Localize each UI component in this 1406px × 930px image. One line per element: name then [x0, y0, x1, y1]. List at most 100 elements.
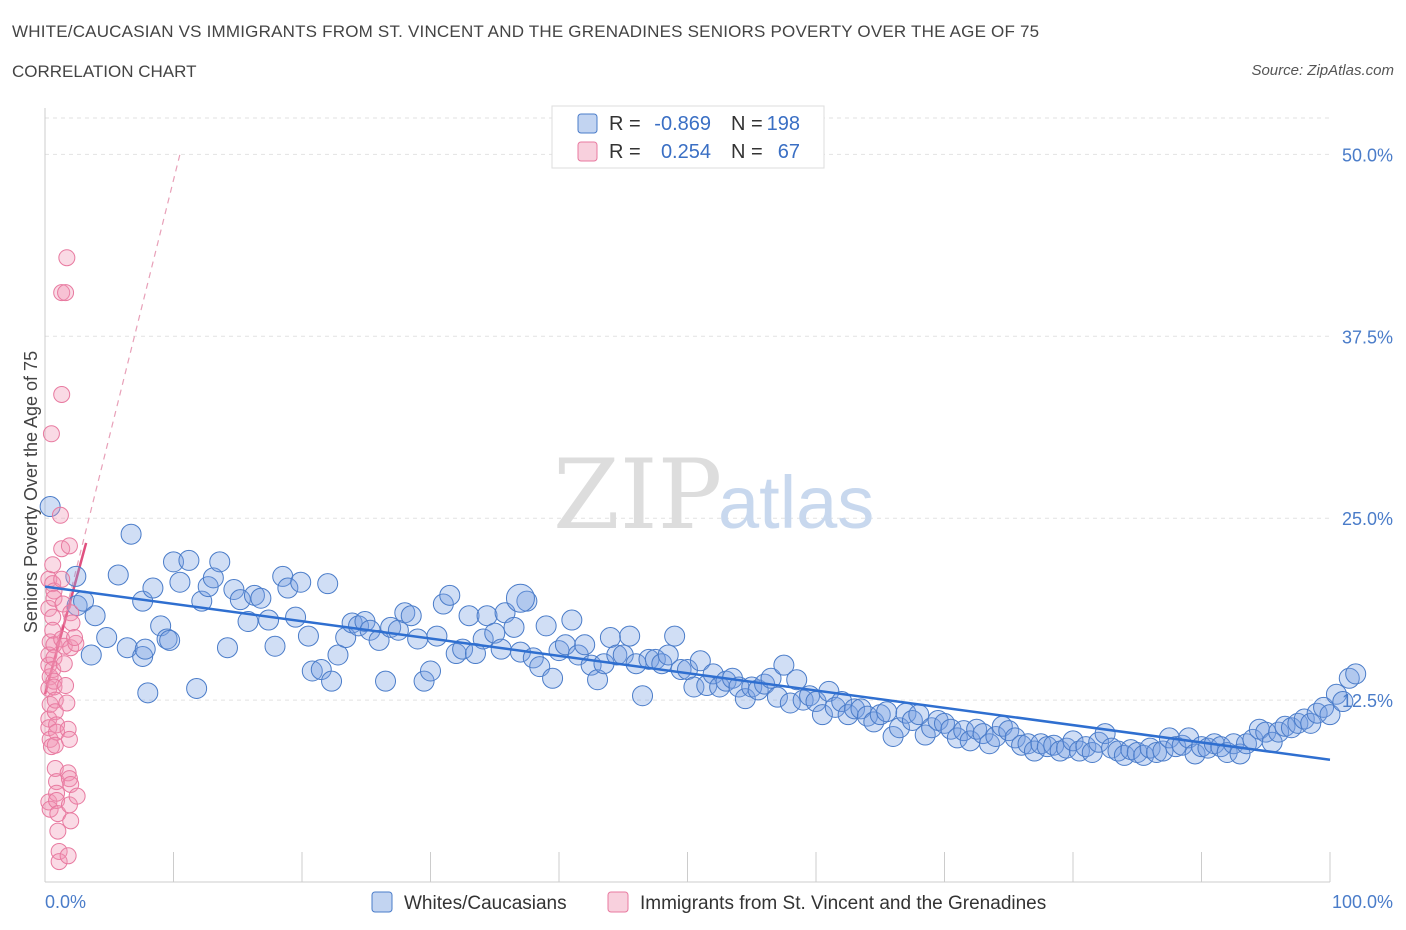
legend-swatch-whites — [371, 891, 393, 913]
point-whites — [250, 587, 272, 609]
point-immigrants — [44, 556, 62, 574]
point-whites — [1036, 736, 1058, 758]
point-whites — [734, 688, 756, 710]
bottom-legend: Whites/Caucasians Immigrants from St. Vi… — [371, 891, 1046, 914]
point-immigrants — [50, 853, 68, 871]
series-immigrants-points — [40, 249, 86, 871]
watermark: ZIP atlas — [553, 439, 874, 551]
point-whites — [1268, 721, 1290, 743]
point-whites — [432, 593, 454, 615]
stats-n-value: 198 — [767, 113, 800, 135]
legend-label-whites: Whites/Caucasians — [404, 893, 567, 914]
point-whites — [554, 634, 576, 656]
point-whites — [934, 712, 955, 734]
point-whites — [535, 615, 557, 637]
point-whites — [258, 609, 280, 631]
point-whites — [209, 551, 231, 573]
y-tick-label: 25.0% — [1342, 509, 1393, 529]
stats-r-label: R = — [609, 113, 641, 135]
x-tick-label: 0.0% — [45, 892, 86, 912]
point-whites — [1178, 727, 1200, 749]
point-whites — [606, 644, 628, 666]
point-whites — [882, 725, 904, 747]
point-whites — [1088, 731, 1110, 753]
point-whites — [831, 691, 853, 713]
point-whites — [542, 667, 564, 689]
point-immigrants — [44, 621, 62, 639]
chart-subtitle: CORRELATION CHART — [12, 62, 197, 81]
point-immigrants — [44, 608, 62, 626]
point-whites — [439, 584, 461, 606]
stats-legend-pink-swatch — [577, 141, 598, 162]
point-immigrants — [62, 812, 80, 830]
point-whites — [1338, 667, 1360, 689]
point-whites — [837, 704, 859, 726]
point-whites — [400, 605, 422, 627]
point-whites — [420, 660, 441, 682]
point-immigrants — [67, 634, 85, 652]
point-whites — [1011, 734, 1033, 756]
legend-swatch-immigrants — [607, 891, 629, 913]
point-immigrants — [59, 847, 77, 865]
legend-label-immigrants: Immigrants from St. Vincent and the Gren… — [640, 893, 1046, 914]
point-immigrants — [46, 759, 64, 777]
y-tick-label: 50.0% — [1342, 145, 1393, 165]
point-whites — [1165, 736, 1187, 758]
point-whites — [1146, 741, 1168, 763]
point-whites — [237, 611, 259, 633]
point-whites — [664, 625, 686, 647]
point-immigrants — [57, 284, 75, 302]
point-whites — [202, 567, 224, 589]
stats-n-label: N = — [731, 113, 763, 135]
point-immigrants — [58, 249, 76, 267]
point-whites — [134, 638, 156, 660]
point-whites — [689, 650, 711, 672]
point-immigrants — [49, 805, 67, 823]
point-whites — [503, 616, 525, 638]
point-whites — [142, 577, 164, 599]
point-whites — [786, 669, 808, 691]
point-immigrants — [49, 822, 67, 840]
point-whites — [1113, 744, 1135, 766]
point-immigrants — [53, 570, 71, 588]
point-whites — [561, 609, 583, 631]
chart-title: WHITE/CAUCASIAN VS IMMIGRANTS FROM ST. V… — [12, 22, 1040, 41]
point-whites — [632, 685, 654, 707]
point-immigrants — [68, 787, 86, 805]
point-whites — [297, 625, 319, 647]
point-immigrants — [60, 770, 78, 788]
point-immigrants — [53, 385, 71, 403]
blue-trend-line — [44, 585, 1331, 761]
trend-whites — [44, 585, 1331, 761]
point-immigrants — [55, 655, 73, 673]
tick-labels: 12.5% 25.0% 37.5% 50.0% 0.0% 100.0% — [45, 145, 1393, 912]
point-whites — [413, 670, 435, 692]
point-whites — [1075, 736, 1097, 758]
point-whites — [178, 549, 200, 571]
point-whites — [317, 573, 339, 595]
point-whites — [107, 564, 129, 586]
point-whites — [277, 577, 299, 599]
point-immigrants — [48, 792, 66, 810]
y-tick-label: 37.5% — [1342, 327, 1393, 347]
point-immigrants — [46, 703, 64, 721]
point-immigrants — [58, 694, 76, 712]
point-immigrants — [46, 736, 64, 754]
point-immigrants — [60, 730, 78, 748]
point-immigrants — [53, 284, 71, 302]
point-whites — [458, 605, 480, 627]
point-immigrants — [48, 773, 66, 791]
point-whites — [1287, 712, 1309, 734]
point-immigrants — [51, 506, 69, 524]
point-whites — [137, 682, 159, 704]
watermark-zip: ZIP — [553, 439, 722, 551]
point-whites — [1274, 715, 1296, 737]
stats-r-label: R = — [609, 141, 641, 163]
point-whites — [766, 686, 788, 708]
point-whites — [670, 659, 692, 681]
point-immigrants — [66, 629, 84, 647]
point-whites — [375, 670, 397, 692]
x-tick-label: 100.0% — [1332, 892, 1393, 912]
point-whites — [96, 627, 118, 649]
point-whites — [426, 625, 448, 647]
